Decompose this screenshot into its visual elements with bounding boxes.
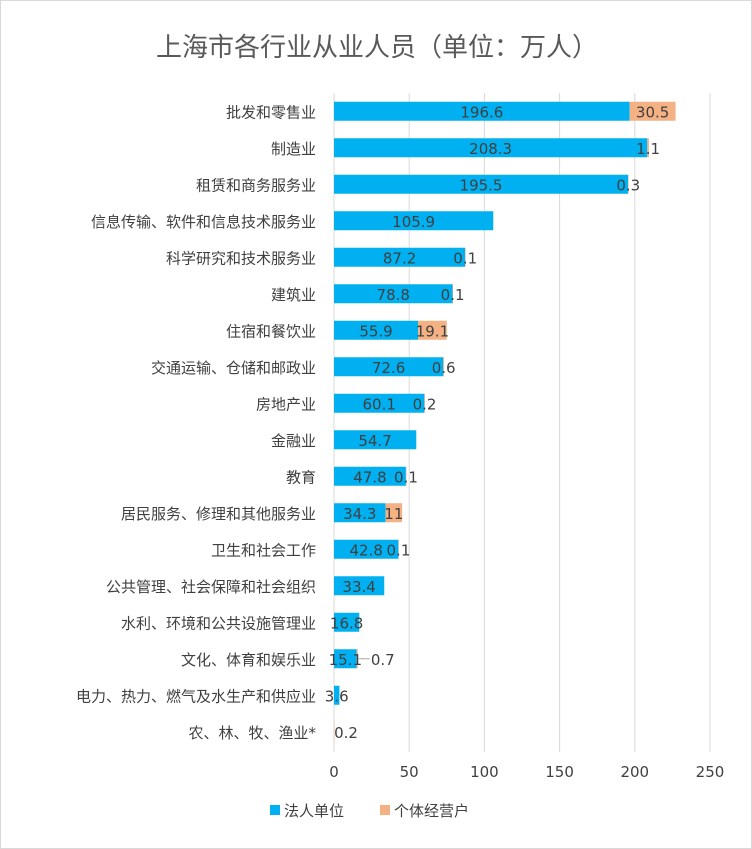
bar-segment xyxy=(334,503,386,523)
data-label: 11 xyxy=(384,505,403,523)
category-labels: 批发和零售业制造业租赁和商务服务业信息传输、软件和信息技术服务业科学研究和技术服… xyxy=(76,103,317,742)
bar-segment xyxy=(334,539,399,559)
bar-segment xyxy=(465,247,466,267)
gridlines xyxy=(333,93,711,752)
x-tick-label: 50 xyxy=(400,763,419,781)
category-label: 卫生和社会工作 xyxy=(211,541,316,559)
bar-segment xyxy=(356,649,358,669)
data-label: 72.6 xyxy=(372,359,405,377)
data-label: 0.1 xyxy=(394,468,418,486)
x-tick-label: 250 xyxy=(696,763,725,781)
x-axis-ticks: 0 50 100 150 200 250 xyxy=(329,763,724,781)
data-label: 33.4 xyxy=(342,578,375,596)
category-label: 公共管理、社会保障和社会组织 xyxy=(106,578,316,596)
bar-segment xyxy=(629,101,676,121)
data-label: 55.9 xyxy=(359,322,392,340)
legend: 法人单位 个体经营户 xyxy=(270,802,469,820)
data-label: 60.1 xyxy=(362,395,395,413)
legend-swatch xyxy=(270,805,280,815)
category-label: 房地产业 xyxy=(256,395,316,413)
legend-label: 个体经营户 xyxy=(394,802,469,820)
data-label: 0.6 xyxy=(432,359,456,377)
bar-segment xyxy=(334,320,419,340)
x-tick-label: 100 xyxy=(470,763,499,781)
category-label: 教育 xyxy=(286,468,316,486)
data-label: 78.8 xyxy=(377,286,410,304)
data-label: 54.7 xyxy=(358,432,391,450)
x-tick-label: 150 xyxy=(545,763,574,781)
bar-segment xyxy=(398,539,399,559)
data-label: 0.1 xyxy=(453,249,477,267)
x-tick-label: 0 xyxy=(329,763,339,781)
category-label: 住宿和餐饮业 xyxy=(226,322,316,340)
bar-segment xyxy=(334,211,494,231)
data-label: 87.2 xyxy=(383,249,416,267)
bar-segment xyxy=(334,284,453,304)
data-label: 19.1 xyxy=(416,322,449,340)
bar-segment xyxy=(628,174,629,194)
x-tick-label: 200 xyxy=(620,763,649,781)
bar-segment xyxy=(334,357,444,377)
data-label: 0.3 xyxy=(616,176,640,194)
bar-segment xyxy=(647,138,649,158)
legend-swatch xyxy=(380,805,390,815)
category-label: 农、林、牧、渔业* xyxy=(188,724,316,742)
data-labels: 196.6 30.5 208.3 1.1 195.5 0.3 105.9 87.2 0.1 78.… xyxy=(325,103,670,742)
category-label: 文化、体育和娱乐业 xyxy=(181,651,316,669)
data-label: 0.2 xyxy=(413,395,437,413)
bar-segment xyxy=(334,174,629,194)
data-label: 34.3 xyxy=(343,505,376,523)
bar-segment xyxy=(424,393,425,413)
category-label: 建筑业 xyxy=(271,286,316,304)
category-label: 信息传输、软件和信息技术服务业 xyxy=(91,213,316,231)
category-label: 金融业 xyxy=(271,432,316,450)
category-label: 水利、环境和公共设施管理业 xyxy=(121,614,316,632)
data-label: 0.1 xyxy=(441,286,465,304)
data-label: 3.6 xyxy=(325,687,349,705)
data-label: 208.3 xyxy=(469,140,512,158)
data-label: 0.1 xyxy=(387,541,411,559)
bar-segment xyxy=(443,357,445,377)
bar-segment xyxy=(334,430,417,450)
category-label: 交通运输、仓储和邮政业 xyxy=(151,359,316,377)
bar-segment xyxy=(334,722,335,742)
data-label: 16.8 xyxy=(330,614,363,632)
data-label: 196.6 xyxy=(460,103,503,121)
category-label: 电力、热力、燃气及水生产和供应业 xyxy=(76,687,316,705)
bar-segment xyxy=(334,685,340,705)
data-label: 42.8 xyxy=(349,541,382,559)
data-label: 0.2 xyxy=(334,724,358,742)
category-label: 居民服务、修理和其他服务业 xyxy=(121,505,316,523)
data-label: 30.5 xyxy=(636,103,669,121)
bar-segment xyxy=(418,320,447,340)
data-label: 47.8 xyxy=(353,468,386,486)
data-label: 1.1 xyxy=(636,140,660,158)
category-label: 租赁和商务服务业 xyxy=(196,176,316,194)
bar-segment xyxy=(334,612,360,632)
bar-segment xyxy=(334,649,357,669)
bar-segment xyxy=(334,247,466,267)
data-label: 105.9 xyxy=(392,213,435,231)
bar-segment xyxy=(334,393,425,413)
bars xyxy=(334,101,676,742)
chart-title: 上海市各行业从业人员（单位：万人） xyxy=(155,33,598,63)
bar-segment xyxy=(385,503,403,523)
bar-segment xyxy=(334,576,385,596)
bar-segment xyxy=(334,138,648,158)
bar-segment xyxy=(405,466,407,486)
data-label: 15.1 xyxy=(329,651,362,669)
data-label: 195.5 xyxy=(460,176,503,194)
category-label: 制造业 xyxy=(271,140,316,158)
category-label: 批发和零售业 xyxy=(226,103,316,121)
data-label: 0.7 xyxy=(371,651,395,669)
bar-segment xyxy=(334,466,406,486)
bar-segment xyxy=(452,284,454,304)
category-label: 科学研究和技术服务业 xyxy=(166,249,316,267)
bar-segment xyxy=(334,101,630,121)
legend-label: 法人单位 xyxy=(284,802,344,820)
